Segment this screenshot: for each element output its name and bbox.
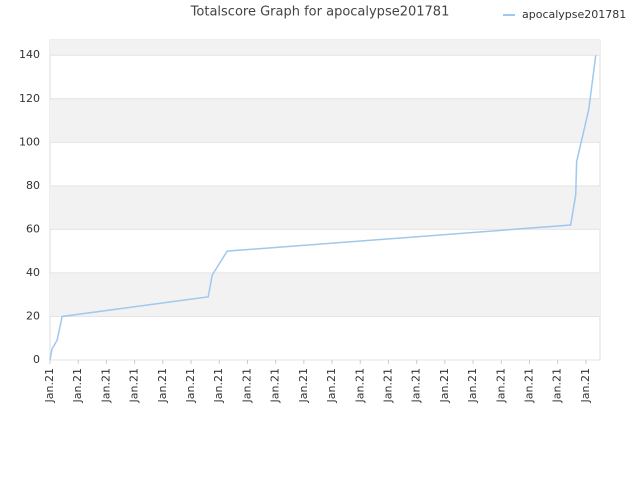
- x-tick-label: Jan.21: [156, 368, 169, 403]
- grid-band: [50, 272, 600, 317]
- y-tick-label: 20: [26, 309, 40, 322]
- x-tick-label: Jan.21: [297, 368, 310, 403]
- y-tick-label: 120: [19, 92, 40, 105]
- chart-title: Totalscore Graph for apocalypse201781: [190, 5, 450, 20]
- x-tick-label: Jan.21: [381, 368, 394, 403]
- line-series: [49, 55, 597, 361]
- grid-band: [50, 98, 600, 143]
- y-tick-label: 140: [19, 48, 40, 61]
- y-tick-label: 40: [26, 266, 40, 279]
- y-tick-label: 0: [33, 353, 40, 366]
- x-tick-label: Jan.21: [43, 368, 56, 403]
- x-tick-label: Jan.21: [99, 368, 112, 403]
- y-tick-label: 60: [26, 222, 40, 235]
- x-tick-label: Jan.21: [325, 368, 338, 403]
- x-tick-label: Jan.21: [128, 368, 141, 403]
- y-tick-label: 100: [19, 135, 40, 148]
- x-tick-label: Jan.21: [240, 368, 253, 403]
- x-tick-label: Jan.21: [71, 368, 84, 403]
- x-tick-label: Jan.21: [522, 368, 535, 403]
- x-tick-label: Jan.21: [494, 368, 507, 403]
- x-tick-label: Jan.21: [212, 368, 225, 403]
- grid-band: [50, 185, 600, 230]
- x-tick-label: Jan.21: [466, 368, 479, 403]
- grid-band: [50, 40, 600, 56]
- x-tick-label: Jan.21: [579, 368, 592, 403]
- x-tick-label: Jan.21: [184, 368, 197, 403]
- x-tick-label: Jan.21: [353, 368, 366, 403]
- legend-label: apocalypse201781: [522, 8, 626, 21]
- x-tick-label: Jan.21: [410, 368, 423, 403]
- x-tick-label: Jan.21: [269, 368, 282, 403]
- y-tick-label: 80: [26, 179, 40, 192]
- x-tick-label: Jan.21: [438, 368, 451, 403]
- x-tick-label: Jan.21: [551, 368, 564, 403]
